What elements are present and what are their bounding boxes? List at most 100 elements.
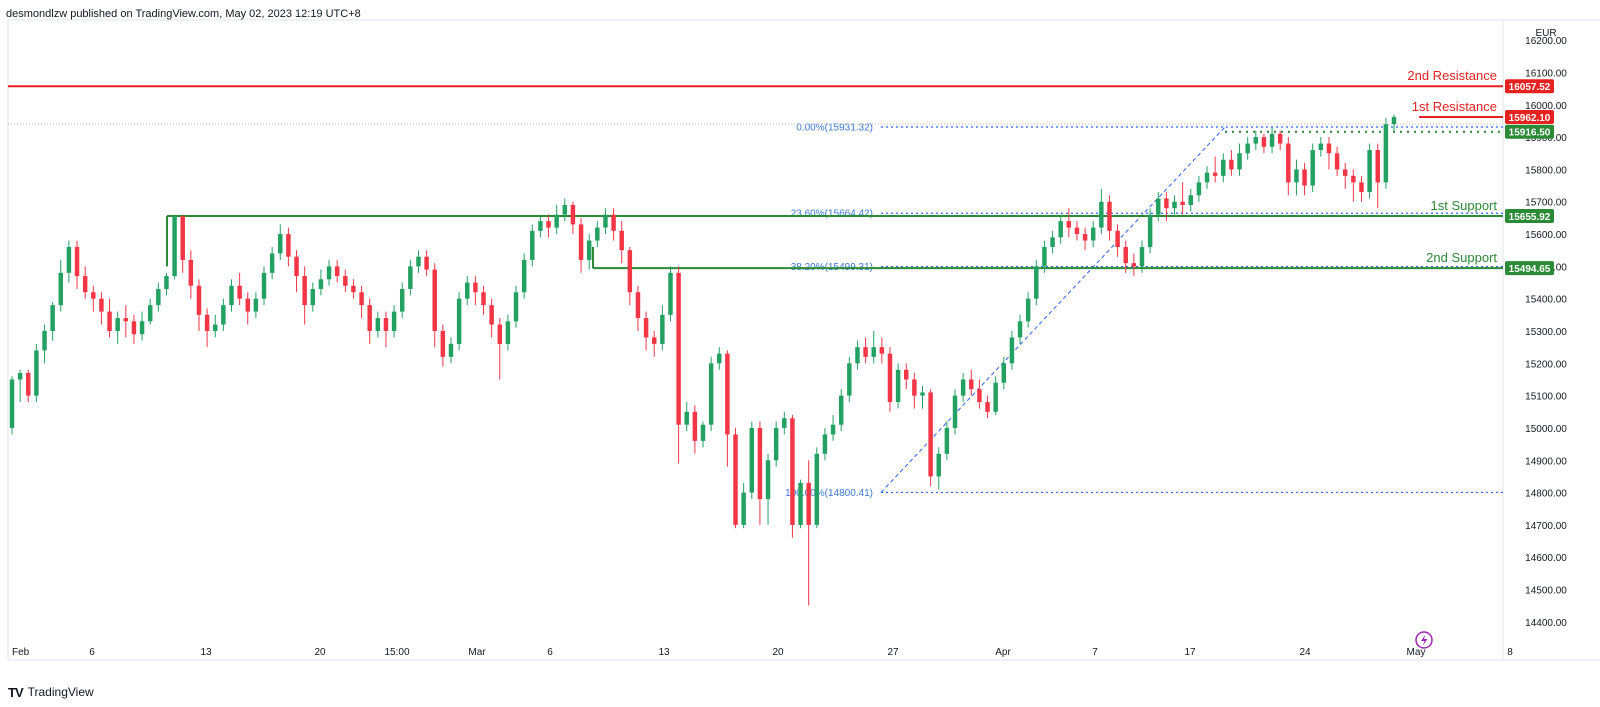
candle-body (9, 379, 15, 428)
candle-body (156, 288, 161, 306)
candle-body (221, 305, 226, 325)
candle-body (473, 282, 478, 293)
candle-body (1302, 169, 1307, 186)
candle-body (847, 363, 852, 396)
candle-body (619, 230, 624, 251)
candle-body (1156, 198, 1161, 215)
candle-body (879, 347, 885, 354)
candle-body (692, 411, 698, 441)
candle-body (1099, 201, 1104, 228)
candle-body (952, 395, 958, 428)
candle-body (1131, 263, 1137, 267)
candle-body (969, 379, 974, 390)
candle-body (1245, 143, 1250, 154)
candle-body (1082, 234, 1088, 241)
candle-body (1115, 230, 1120, 247)
level-price-value: 15494.65 (1509, 264, 1551, 275)
candle-body (578, 224, 584, 260)
time-tick-label: Apr (995, 647, 1011, 658)
candle-body (993, 382, 998, 412)
candle-body (887, 353, 893, 403)
time-axis: Feb 6 13 20 15:00 Mar 6 13 20 27 Apr 7 17 24 May 8 (12, 647, 1513, 658)
candle-body (1172, 201, 1177, 209)
candle-body (302, 276, 307, 306)
candle-body (74, 246, 80, 277)
candle-body (920, 392, 925, 396)
candle-body (1286, 143, 1291, 183)
lightning-bolt-icon (1421, 634, 1428, 646)
candle-body (481, 292, 486, 306)
fib-level-label: 100.00%(14800.41) (785, 488, 873, 499)
candle-body (351, 285, 356, 293)
candle-body (278, 234, 283, 254)
candle-body (521, 259, 527, 293)
candle-body (977, 389, 982, 403)
candle-body (147, 305, 153, 322)
tradingview-brand: TradingView (27, 685, 94, 699)
price-tick-label: 15300.00 (1525, 327, 1567, 338)
price-tick-label: 14800.00 (1525, 489, 1567, 500)
candle-body (253, 298, 259, 312)
candle-body (326, 266, 332, 280)
candle-body (1310, 150, 1315, 186)
candle-body (123, 318, 129, 322)
time-tick-label: 6 (547, 647, 553, 658)
candle-body (684, 411, 689, 425)
candle-body (570, 204, 576, 225)
candle-body (229, 285, 234, 306)
price-tick-label: 14900.00 (1525, 456, 1567, 467)
candle-body (1009, 337, 1015, 364)
candle-body (513, 292, 519, 322)
level-price-value: 15655.92 (1509, 212, 1551, 223)
candle-body (1066, 221, 1072, 228)
candle-body (822, 434, 828, 454)
candle-body (806, 482, 811, 525)
candle-body (928, 392, 933, 477)
candle-body (1383, 124, 1389, 183)
price-tick-label: 16200.00 (1525, 36, 1567, 47)
candle-body (782, 418, 787, 428)
candle-body (432, 269, 437, 331)
price-tick-label: 16100.00 (1525, 68, 1567, 79)
candle-body (424, 256, 429, 270)
candle-body (408, 266, 413, 289)
time-tick-label: May (1407, 647, 1426, 658)
level-name-label: 2nd Support (1426, 250, 1497, 265)
candle-body (1253, 137, 1259, 144)
candle-body (26, 373, 31, 396)
candle-body (1277, 133, 1283, 144)
candle-body (17, 373, 23, 380)
candle-body (286, 234, 291, 257)
candle-body (1074, 227, 1080, 235)
candle-body (651, 337, 657, 344)
candle-body (107, 311, 112, 331)
price-tick-label: 15600.00 (1525, 230, 1567, 241)
time-tick-label: 20 (772, 647, 784, 658)
candle-body (1342, 169, 1348, 176)
candle-body (91, 292, 96, 299)
candle-body (391, 311, 397, 331)
candle-body (1391, 117, 1397, 125)
candle-body (757, 427, 763, 500)
candle-body (871, 347, 876, 357)
candle-body (1123, 246, 1128, 264)
candle-body (50, 305, 55, 331)
fib-level-label: 0.00%(15931.32) (796, 122, 873, 133)
candle-body (131, 321, 137, 335)
price-tick-label: 15400.00 (1525, 295, 1567, 306)
candle-body (1188, 195, 1194, 205)
candle-body (212, 324, 218, 331)
candle-body (1204, 172, 1210, 183)
candle-body (204, 314, 210, 331)
candle-body (1326, 143, 1332, 154)
price-tick-label: 14700.00 (1525, 521, 1567, 532)
candle-body (1359, 182, 1364, 193)
candle-body (562, 204, 568, 215)
candle-body (1221, 159, 1226, 176)
level-price-badge (1505, 110, 1554, 125)
candle-body (530, 230, 535, 260)
candle-body (635, 292, 641, 319)
candle-body (505, 321, 511, 344)
time-tick-label: 13 (200, 647, 212, 658)
